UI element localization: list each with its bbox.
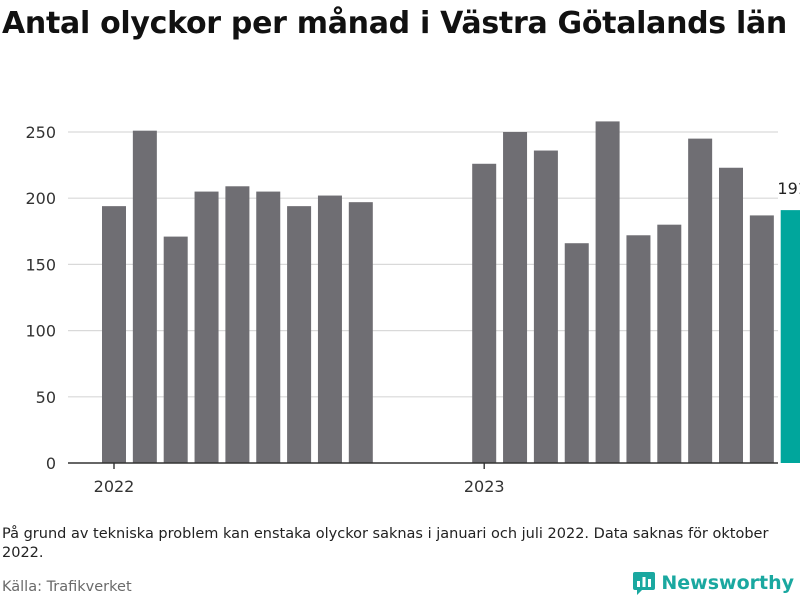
bar [749, 215, 774, 463]
y-tick-label: 100 [25, 322, 56, 341]
bar [163, 236, 188, 463]
bar-highlighted [780, 210, 800, 463]
bar [626, 235, 651, 463]
bar [256, 191, 281, 463]
bar [472, 163, 497, 463]
y-axis-ticks: 0 50 100 150 200 250 [25, 123, 56, 473]
data-label-highlight: 191 [777, 179, 800, 198]
y-tick-label: 250 [25, 123, 56, 142]
bar [688, 138, 713, 463]
y-tick-label: 0 [46, 454, 56, 473]
newsworthy-logo-icon [633, 572, 656, 595]
bar [348, 202, 373, 463]
bar [225, 186, 250, 463]
y-tick-label: 200 [25, 189, 56, 208]
bar [194, 191, 219, 463]
data-labels: 191 [777, 179, 800, 198]
footnote: På grund av tekniska problem kan enstaka… [2, 526, 769, 561]
y-tick-label: 150 [25, 255, 56, 274]
newsworthy-logo[interactable]: Newsworthy [632, 570, 794, 596]
bar [657, 224, 682, 463]
bar [287, 206, 312, 464]
y-tick-label: 50 [36, 388, 56, 407]
x-tick-label: 2023 [464, 477, 505, 496]
bar [102, 206, 126, 464]
newsworthy-logo-text: Newsworthy [661, 572, 794, 594]
bar [719, 167, 743, 464]
bar [317, 195, 342, 463]
bars [102, 121, 800, 464]
bar-chart: 0 50 100 150 200 250 2022 2023 191 [25, 121, 800, 496]
bar [533, 150, 558, 463]
x-axis-ticks: 2022 2023 [94, 463, 505, 496]
bar [132, 130, 157, 463]
bar [564, 243, 589, 463]
source-text: Källa: Trafikverket [2, 579, 132, 595]
bar [503, 132, 528, 463]
chart-title: Antal olyckor per månad i Västra Götalan… [2, 6, 787, 41]
x-tick-label: 2022 [94, 477, 135, 496]
bar [595, 121, 620, 464]
